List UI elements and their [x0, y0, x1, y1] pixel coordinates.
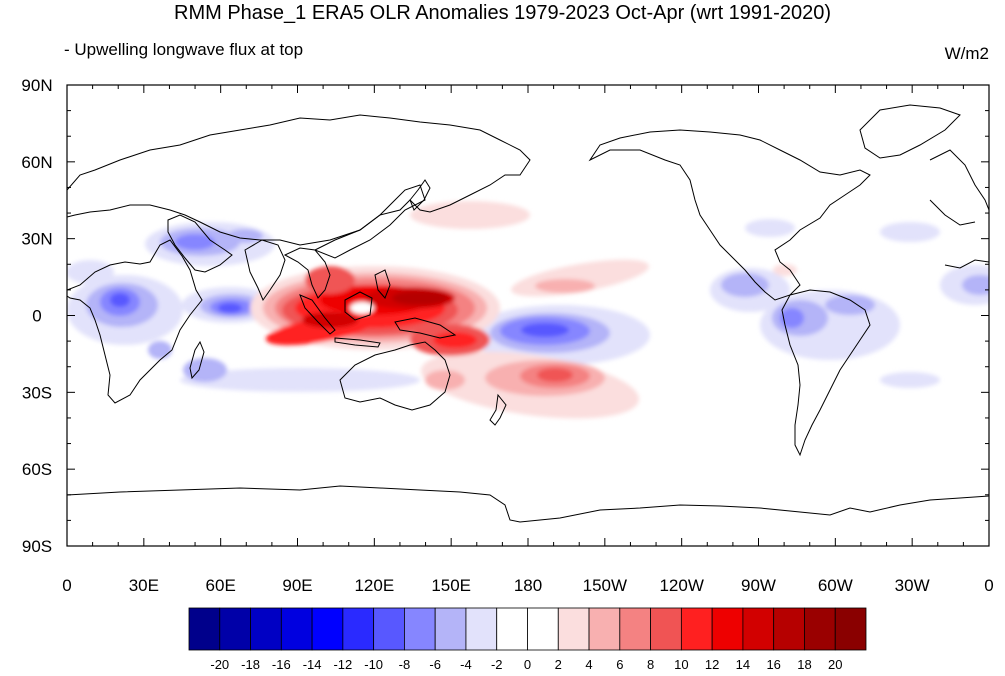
colorbar-swatch [742, 607, 775, 651]
colorbar-label: 18 [797, 657, 811, 672]
colorbar-label: -12 [333, 657, 352, 672]
colorbar-swatch [527, 607, 559, 651]
colorbar-label: -10 [364, 657, 383, 672]
coastline-antarctica [67, 485, 989, 523]
colorbar-swatch [311, 607, 344, 651]
colorbar-label: -6 [429, 657, 441, 672]
coastline-west-africa-east [944, 259, 989, 269]
colorbar-label: 0 [524, 657, 531, 672]
negative-anomaly-atlantic [745, 219, 989, 305]
units-label: W/m2 [944, 44, 989, 63]
coastline-india [244, 239, 286, 302]
lon-tick-label: 90E [282, 576, 312, 595]
chart-subtitle: - Upwelling longwave flux at top [64, 40, 304, 59]
colorbar-label: -8 [399, 657, 411, 672]
negative-anomaly-western-indian [182, 287, 278, 323]
colorbar-swatch [588, 607, 621, 651]
negative-anomaly-africa [67, 260, 183, 345]
colorbar-swatch [619, 607, 651, 651]
colorbar-label: -20 [210, 657, 229, 672]
lat-tick-label: 0 [32, 307, 41, 326]
coastline-arabia [167, 214, 233, 273]
colorbar-swatch [834, 607, 867, 651]
coastline-greenland [859, 104, 961, 159]
colorbar: -20 -18 -16 -14 -12 -10 -8 -6 -4 -2 0 2 4 6 8 10 12 14 16 1… [188, 607, 867, 672]
colorbar-label: 4 [585, 657, 592, 672]
coastline-sumatra [299, 294, 336, 335]
coastline-se-asia [283, 247, 331, 299]
colorbar-label: 20 [828, 657, 842, 672]
colorbar-swatch [280, 607, 313, 651]
colorbar-swatch [650, 607, 682, 651]
colorbar-label: 16 [766, 657, 780, 672]
colorbar-label: 14 [736, 657, 750, 672]
chart-title: RMM Phase_1 ERA5 OLR Anomalies 1979-2023… [174, 2, 831, 24]
coastline-europe [929, 149, 989, 226]
lon-tick-label: 0 [984, 576, 993, 595]
colorbar-label: -18 [241, 657, 260, 672]
colorbar-label: -4 [460, 657, 472, 672]
lat-tick-label: 90S [22, 537, 52, 556]
lon-tick-label: 180 [514, 576, 542, 595]
lon-tick-label: 120W [659, 576, 703, 595]
colorbar-label: -16 [272, 657, 291, 672]
negative-anomaly-central-pacific [470, 305, 650, 365]
colorbar-label: 8 [647, 657, 654, 672]
coastline-africa [67, 239, 203, 404]
coastline-borneo [344, 291, 373, 321]
colorbar-swatch [496, 607, 528, 651]
coastline-madagascar [189, 340, 205, 380]
colorbar-label: 6 [616, 657, 623, 672]
lon-tick-label: 60W [818, 576, 853, 595]
coastline-australia [339, 341, 451, 411]
lon-tick-label: 60E [206, 576, 236, 595]
colorbar-swatch [465, 607, 498, 651]
colorbar-swatch [404, 607, 436, 651]
colorbar-swatch [804, 607, 836, 651]
coastline-philippines [374, 269, 391, 299]
colorbar-swatch [557, 607, 590, 651]
colorbar-swatch [219, 607, 251, 651]
lon-tick-label: 30E [129, 576, 159, 595]
colorbar-label: 12 [705, 657, 719, 672]
positive-anomaly-south-pacific [420, 351, 640, 419]
coastline-eurasia-north [67, 114, 531, 246]
colorbar-label: -2 [491, 657, 503, 672]
lat-tick-label: 30S [22, 383, 52, 402]
colorbar-swatch [250, 607, 282, 651]
colorbar-swatch [342, 607, 375, 651]
latitude-ticks: 90N 60N 30N 0 30S 60S 90S [21, 76, 989, 556]
lon-tick-label: 90W [741, 576, 776, 595]
colorbar-swatch [773, 607, 805, 651]
lon-tick-label: 30W [895, 576, 930, 595]
lat-tick-label: 60S [22, 460, 52, 479]
colorbar-label: 2 [555, 657, 562, 672]
lon-tick-label: 0 [62, 576, 71, 595]
coastline-new-zealand [489, 393, 507, 426]
coastline-java [334, 337, 381, 348]
lon-tick-label: 150E [431, 576, 471, 595]
colorbar-swatch [188, 607, 221, 651]
colorbar-swatch [711, 607, 744, 651]
coastlines [67, 104, 989, 523]
negative-anomaly-arabia [145, 222, 275, 266]
colorbar-swatch [434, 607, 467, 651]
colorbar-label: -14 [303, 657, 322, 672]
coastline-japan [409, 179, 431, 211]
lon-tick-label: 150W [583, 576, 627, 595]
lat-tick-label: 30N [21, 230, 52, 249]
colorbar-swatch [373, 607, 405, 651]
lat-tick-label: 90N [21, 76, 52, 95]
lon-tick-label: 120E [354, 576, 394, 595]
coastline-south-america [781, 289, 871, 457]
coastline-new-guinea [394, 317, 457, 339]
colorbar-label: 10 [674, 657, 688, 672]
longitude-ticks: 0 30E 60E 90E 120E 150E 180 150W 120W 90W 60W 30W 0 [62, 85, 994, 595]
colorbar-swatch [680, 607, 713, 651]
coastline-north-america [588, 129, 871, 301]
lat-tick-label: 60N [21, 153, 52, 172]
